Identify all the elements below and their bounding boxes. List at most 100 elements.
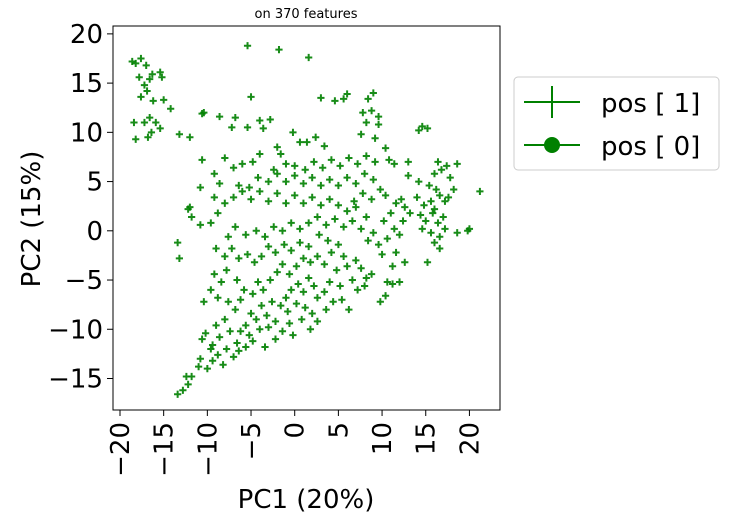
data-point bbox=[264, 197, 273, 205]
data-point bbox=[175, 254, 183, 262]
data-point bbox=[196, 183, 204, 192]
data-point bbox=[340, 95, 348, 103]
data-point bbox=[439, 213, 447, 221]
data-point bbox=[270, 166, 278, 174]
data-point bbox=[263, 311, 271, 320]
data-point bbox=[327, 248, 335, 257]
data-point bbox=[383, 235, 391, 243]
data-point bbox=[215, 112, 224, 121]
data-point bbox=[381, 144, 390, 152]
data-point bbox=[291, 162, 299, 170]
data-point bbox=[357, 264, 365, 272]
data-point bbox=[140, 118, 149, 127]
data-point bbox=[313, 317, 322, 325]
data-point bbox=[198, 110, 206, 118]
data-point bbox=[352, 179, 360, 188]
data-point bbox=[331, 215, 339, 223]
data-point bbox=[310, 282, 318, 290]
data-point bbox=[137, 54, 145, 63]
data-point bbox=[229, 193, 238, 201]
data-point bbox=[298, 315, 306, 324]
data-point bbox=[242, 343, 250, 351]
data-point bbox=[338, 296, 346, 304]
data-point bbox=[306, 258, 315, 266]
data-point bbox=[231, 223, 239, 231]
data-point bbox=[221, 199, 229, 207]
data-point bbox=[383, 278, 391, 286]
data-point bbox=[148, 70, 156, 78]
data-point bbox=[385, 156, 393, 164]
data-point bbox=[376, 185, 384, 194]
data-point bbox=[146, 113, 154, 122]
data-point bbox=[200, 298, 208, 306]
data-point bbox=[406, 209, 414, 217]
data-point bbox=[238, 160, 246, 168]
data-point bbox=[296, 239, 304, 247]
data-point bbox=[224, 298, 232, 306]
data-point bbox=[207, 219, 215, 227]
data-point bbox=[291, 191, 299, 199]
data-point bbox=[336, 162, 344, 170]
data-point bbox=[202, 329, 210, 337]
data-point bbox=[278, 327, 287, 335]
data-point bbox=[142, 61, 150, 69]
data-point bbox=[215, 179, 224, 188]
data-point bbox=[296, 138, 304, 146]
data-point bbox=[144, 133, 152, 141]
data-point bbox=[179, 386, 187, 394]
legend-circle-icon bbox=[544, 137, 560, 153]
x-tick-label: 0 bbox=[281, 422, 311, 439]
data-point bbox=[208, 341, 217, 349]
data-point bbox=[381, 191, 390, 199]
data-point bbox=[369, 229, 377, 237]
data-point bbox=[245, 331, 253, 339]
data-point bbox=[231, 305, 239, 314]
data-point bbox=[137, 93, 145, 101]
data-point bbox=[359, 189, 367, 197]
data-point bbox=[186, 133, 194, 141]
data-point bbox=[357, 225, 365, 233]
data-point bbox=[334, 201, 342, 209]
data-point bbox=[277, 150, 285, 158]
data-point bbox=[320, 142, 329, 150]
data-point bbox=[359, 109, 367, 117]
data-point bbox=[146, 75, 154, 83]
data-point bbox=[217, 278, 225, 286]
data-point bbox=[238, 187, 246, 196]
data-point bbox=[367, 107, 376, 115]
data-point bbox=[207, 286, 215, 294]
data-point bbox=[186, 203, 194, 211]
data-point bbox=[266, 276, 274, 284]
data-point bbox=[254, 278, 262, 286]
x-tick-label: 10 bbox=[368, 422, 398, 455]
data-point bbox=[322, 221, 330, 229]
y-tick-label: 20 bbox=[70, 20, 103, 50]
data-point bbox=[317, 181, 325, 190]
data-point bbox=[235, 347, 243, 355]
data-point bbox=[371, 158, 379, 166]
data-point bbox=[444, 193, 453, 201]
data-point bbox=[247, 195, 255, 203]
data-point bbox=[285, 270, 294, 278]
x-tick-label: −10 bbox=[193, 422, 223, 477]
data-point bbox=[305, 219, 313, 227]
data-point bbox=[299, 199, 308, 207]
data-point bbox=[152, 118, 160, 127]
legend-item-pos-1: pos [ 1] bbox=[524, 86, 700, 119]
legend-label-pos-0: pos [ 0] bbox=[601, 132, 700, 162]
data-point bbox=[427, 197, 435, 205]
data-point bbox=[310, 158, 318, 166]
data-point bbox=[215, 333, 224, 341]
data-point bbox=[301, 304, 309, 312]
data-point bbox=[305, 274, 313, 282]
data-point bbox=[369, 89, 377, 97]
data-point bbox=[343, 207, 351, 215]
data-point bbox=[273, 189, 281, 197]
data-point bbox=[182, 372, 190, 381]
data-point bbox=[436, 244, 444, 253]
data-point bbox=[278, 227, 287, 235]
data-point bbox=[259, 286, 267, 294]
data-point bbox=[156, 124, 164, 132]
data-point bbox=[254, 174, 262, 182]
